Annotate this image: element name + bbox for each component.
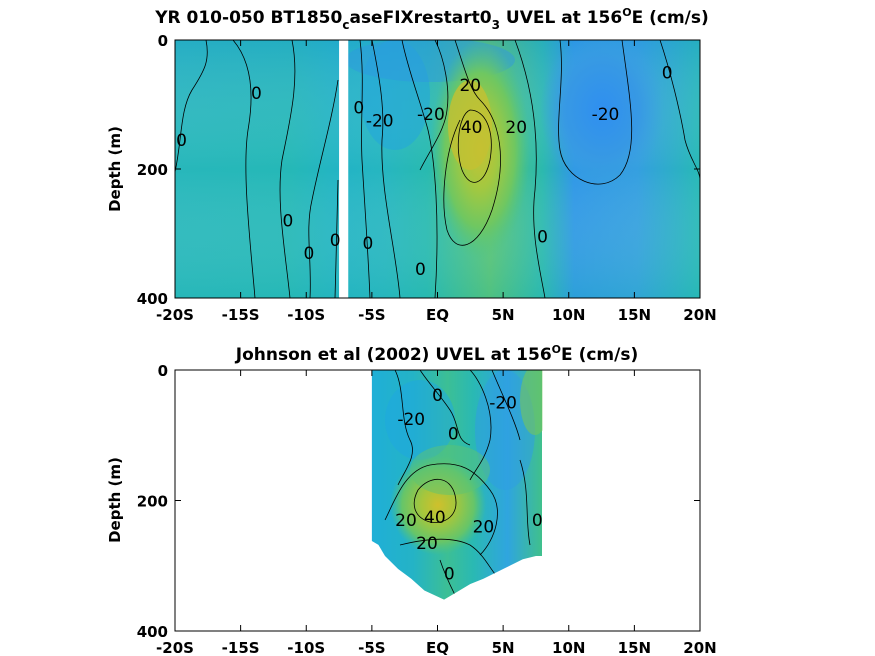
top-x-ticks: -20S -15S -10S -5S EQ 5N 10N 15N 20N bbox=[156, 40, 717, 324]
top-contour-label: -20 bbox=[417, 105, 445, 125]
top-contour-label: 0 bbox=[363, 234, 374, 254]
bot-contour-label: 0 bbox=[444, 565, 455, 585]
bot-x-tick-label: -20S bbox=[156, 639, 194, 656]
top-x-tick-label: -15S bbox=[222, 306, 260, 324]
top-y-tick-label: 400 bbox=[137, 290, 168, 308]
bottom-panel: Johnson et al (2002) UVEL at 156OE (cm/s… bbox=[106, 343, 717, 656]
top-x-tick-label: EQ bbox=[426, 306, 449, 324]
bot-x-tick-label: 15N bbox=[618, 639, 651, 656]
top-contour-label: 0 bbox=[330, 231, 341, 251]
top-contour-label: 0 bbox=[415, 260, 426, 280]
bot-y-tick-label: 400 bbox=[137, 623, 168, 641]
top-x-tick-label: 5N bbox=[492, 306, 515, 324]
top-y-axis-label: Depth (m) bbox=[106, 126, 124, 212]
bot-x-tick-label: -15S bbox=[222, 639, 260, 656]
bot-contour-label: 20 bbox=[395, 511, 417, 531]
bot-x-tick-label: 20N bbox=[683, 639, 716, 656]
bot-contour-label: 40 bbox=[424, 508, 446, 528]
top-x-tick-label: 15N bbox=[618, 306, 651, 324]
top-colour-field bbox=[175, 40, 700, 298]
bottom-x-ticks: -20S -15S -10S -5S EQ 5N 10N 15N 20N bbox=[156, 370, 717, 656]
top-contour-label: 0 bbox=[353, 99, 364, 119]
top-contour-label: 0 bbox=[251, 84, 262, 104]
top-contour-label: 0 bbox=[662, 63, 673, 83]
top-contour-label: 20 bbox=[459, 76, 481, 96]
top-contour-label: 20 bbox=[505, 118, 527, 138]
bot-y-tick-label: 200 bbox=[137, 493, 168, 511]
top-x-tick-label: -10S bbox=[287, 306, 325, 324]
top-contour-label: 0 bbox=[176, 131, 187, 151]
top-panel: YR 010-050 BT1850caseFIXrestart03 UVEL a… bbox=[106, 6, 717, 324]
bot-contour-label: 0 bbox=[448, 424, 459, 444]
top-y-tick-label: 200 bbox=[137, 161, 168, 179]
top-contour-label: 40 bbox=[461, 118, 483, 138]
bottom-y-axis-label: Depth (m) bbox=[106, 457, 124, 543]
top-x-tick-label: -5S bbox=[358, 306, 385, 324]
bot-contour-label: 20 bbox=[473, 518, 495, 538]
bot-contour-label: 20 bbox=[416, 534, 438, 554]
bot-x-tick-label: 10N bbox=[552, 639, 585, 656]
bot-x-tick-label: -5S bbox=[358, 639, 385, 656]
bot-contour-label: 0 bbox=[432, 386, 443, 406]
top-contour-label: -20 bbox=[592, 105, 620, 125]
bot-contour-label: -20 bbox=[397, 410, 425, 430]
bot-x-tick-label: -10S bbox=[287, 639, 325, 656]
bottom-title: Johnson et al (2002) UVEL at 156OE (cm/s… bbox=[235, 343, 638, 365]
bot-contour-label: 0 bbox=[532, 511, 543, 531]
bot-x-tick-label: 5N bbox=[492, 639, 515, 656]
top-x-tick-label: 10N bbox=[552, 306, 585, 324]
top-x-tick-label: -20S bbox=[156, 306, 194, 324]
bottom-colour-field bbox=[371, 370, 543, 600]
top-x-tick-label: 20N bbox=[683, 306, 716, 324]
top-contour-label: 0 bbox=[282, 212, 293, 232]
top-contours bbox=[175, 40, 700, 298]
top-contour-label: 0 bbox=[537, 228, 548, 248]
bot-y-tick-label: 0 bbox=[158, 362, 168, 380]
top-title: YR 010-050 BT1850caseFIXrestart03 UVEL a… bbox=[154, 6, 709, 32]
bot-contour-label: -20 bbox=[489, 394, 517, 414]
top-contour-label: 0 bbox=[303, 244, 314, 264]
bot-x-tick-label: EQ bbox=[426, 639, 449, 656]
top-contour-label: -20 bbox=[366, 112, 394, 132]
top-y-tick-label: 0 bbox=[158, 32, 168, 50]
missing-data-band bbox=[339, 40, 349, 298]
bottom-contours bbox=[384, 370, 531, 596]
